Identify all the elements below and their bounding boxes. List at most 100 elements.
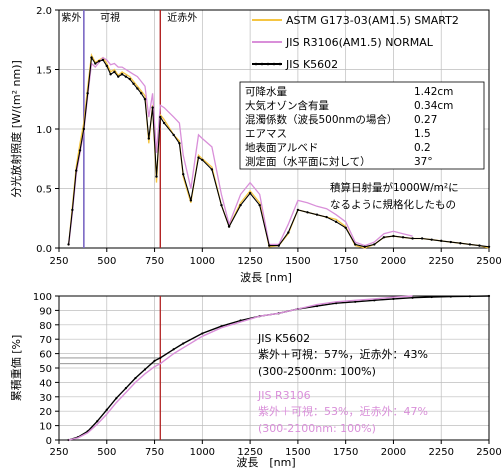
bottom-x-tick-label: 1750 xyxy=(333,447,358,458)
condition-value: 37° xyxy=(414,156,433,168)
bottom-y-tick-label: 100 xyxy=(33,292,52,303)
irradiance-point xyxy=(117,75,120,78)
cumulative-point xyxy=(411,296,414,299)
irradiance-point xyxy=(197,156,200,159)
irradiance-point xyxy=(67,243,70,246)
irradiance-point xyxy=(113,70,116,74)
cumulative-point xyxy=(449,295,452,298)
cumulative-annotation-line: (300-2500nm: 100%) xyxy=(258,365,376,378)
irradiance-point xyxy=(97,59,101,63)
top-y-axis-label: 分光放射照度 [W/(m² nm)] xyxy=(9,60,23,198)
note-line: なるように規格化したもの xyxy=(330,198,456,211)
region-label: 可視 xyxy=(100,11,120,24)
irradiance-point xyxy=(172,133,175,137)
legend-marker xyxy=(260,62,264,66)
irradiance-point xyxy=(306,211,309,214)
irradiance-point xyxy=(82,127,86,131)
irradiance-point xyxy=(189,199,193,202)
condition-table: 可降水量 1.42cm 大気オゾン含有量 0.34cm 混濁係数（波長500nmの場合）… xyxy=(239,81,485,170)
legend-marker xyxy=(266,62,270,66)
irradiance-point xyxy=(449,240,452,244)
top-y-tick-label: 0.0 xyxy=(36,244,52,255)
irradiance-point xyxy=(258,203,261,207)
cumulative-point xyxy=(115,397,118,400)
condition-value: 0.2 xyxy=(414,142,431,154)
bottom-y-tick-label: 10 xyxy=(39,422,52,433)
irradiance-point xyxy=(155,175,158,178)
irradiance-point xyxy=(382,236,386,239)
irradiance-point xyxy=(182,173,185,176)
top-y-tick-label: 1.0 xyxy=(36,125,52,136)
irradiance-point xyxy=(420,237,424,240)
bottom-y-tick-label: 70 xyxy=(39,335,52,346)
irradiance-point xyxy=(139,92,143,95)
irradiance-point xyxy=(239,203,242,207)
irradiance-point xyxy=(109,73,112,76)
condition-name: 混濁係数（波長500nmの場合） xyxy=(245,113,397,126)
irradiance-point xyxy=(373,243,376,246)
cumulative-point xyxy=(143,368,147,371)
top-x-tick-label: 250 xyxy=(49,256,68,267)
region-label: 近赤外 xyxy=(167,11,197,24)
irradiance-point xyxy=(334,220,338,224)
condition-name: 可降水量 xyxy=(245,85,287,98)
cumulative-point xyxy=(105,408,108,411)
irradiance-point xyxy=(220,203,223,207)
legend: ASTM G173-03(AM1.5) SMART2 JIS R3106(AM1.… xyxy=(252,14,459,71)
cumulative-annotation-line: 紫外＋可視：53%，近赤外：47% xyxy=(258,404,428,418)
cumulative-annotation-line: JIS K5602 xyxy=(257,332,310,345)
cumulative-series-line xyxy=(68,295,413,441)
bottom-x-tick-label: 750 xyxy=(145,447,164,458)
irradiance-point xyxy=(101,58,105,62)
irradiance-point xyxy=(136,87,139,90)
condition-name: エアマス xyxy=(245,128,287,140)
condition-name: 測定面（水平面に対して） xyxy=(245,155,371,168)
irradiance-point xyxy=(159,115,162,119)
bottom-y-tick-label: 80 xyxy=(39,321,52,332)
cumulative-point xyxy=(468,295,471,298)
cumulative-point xyxy=(487,294,491,298)
irradiance-point xyxy=(94,62,97,65)
region-label: 紫外 xyxy=(61,12,81,24)
irradiance-point xyxy=(227,225,231,228)
irradiance-point xyxy=(151,106,154,109)
irradiance-point xyxy=(201,158,204,162)
top-x-tick-label: 2000 xyxy=(381,256,406,267)
cumulative-point xyxy=(392,297,395,300)
bottom-y-tick-label: 60 xyxy=(39,350,52,361)
irradiance-point xyxy=(132,82,135,85)
irradiance-point xyxy=(487,245,491,249)
cumulative-point xyxy=(172,348,175,351)
condition-value: 0.27 xyxy=(414,114,437,126)
irradiance-point xyxy=(363,245,366,249)
cumulative-annotation-line: 紫外＋可視：57%，近赤外：43% xyxy=(258,347,428,361)
irradiance-point xyxy=(210,168,214,171)
irradiance-point xyxy=(162,121,166,125)
top-x-tick-label: 1000 xyxy=(190,256,215,267)
cumulative-annotation-line: (300-2100nm: 100%) xyxy=(258,422,376,435)
top-y-tick-label: 0.5 xyxy=(36,185,52,196)
bottom-y-tick-label: 40 xyxy=(39,378,52,389)
bottom-x-tick-label: 2000 xyxy=(381,447,406,458)
bottom-x-tick-label: 1250 xyxy=(237,447,262,458)
bottom-y-axis-label: 累積重価 [%] xyxy=(9,335,23,402)
top-x-tick-label: 1500 xyxy=(285,256,310,267)
cumulative-point xyxy=(134,376,137,380)
top-x-axis-label: 波長 [nm] xyxy=(240,271,292,284)
bottom-y-tick-label: 20 xyxy=(39,407,52,418)
bottom-x-tick-label: 2500 xyxy=(476,447,501,458)
irradiance-point xyxy=(287,231,290,234)
top-y-tick-label: 2.0 xyxy=(36,6,52,17)
irradiance-point xyxy=(128,77,131,81)
irradiance-series-line xyxy=(67,56,413,247)
condition-value: 1.42cm xyxy=(414,86,453,98)
irradiance-point xyxy=(430,238,433,241)
irradiance-point xyxy=(277,244,280,247)
note-line: 積算日射量が1000W/m²に xyxy=(330,181,459,194)
cumulative-point xyxy=(124,387,127,390)
irradiance-series-line xyxy=(68,55,490,248)
bottom-x-tick-label: 250 xyxy=(49,447,68,458)
bottom-x-tick-label: 1500 xyxy=(285,447,310,458)
irradiance-point xyxy=(105,64,108,68)
irradiance-point xyxy=(344,226,347,229)
